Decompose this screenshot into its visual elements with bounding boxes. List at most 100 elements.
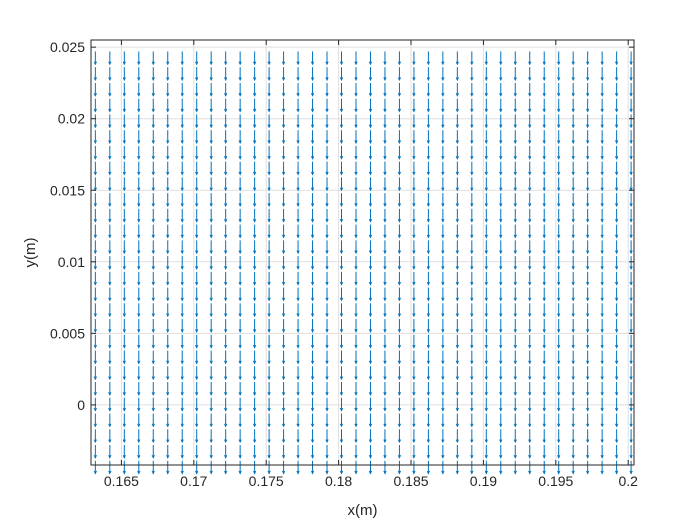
quiver-arrow	[296, 271, 300, 286]
quiver-arrow	[368, 256, 373, 271]
quiver-arrow	[629, 271, 633, 286]
quiver-arrow	[151, 98, 155, 113]
quiver-arrow	[238, 130, 242, 145]
quiver-arrow	[151, 256, 155, 271]
quiver-arrow	[238, 319, 242, 333]
quiver-arrow	[470, 82, 474, 97]
quiver-arrow	[412, 303, 416, 318]
quiver-arrow	[629, 397, 633, 412]
quiver-arrow	[137, 397, 141, 412]
quiver-arrow	[137, 98, 141, 113]
quiver-arrow	[426, 193, 430, 208]
quiver-arrow	[557, 382, 561, 396]
quiver-arrow	[600, 413, 604, 428]
quiver-arrow	[339, 193, 344, 208]
quiver-arrow	[484, 177, 488, 192]
quiver-arrow	[253, 114, 257, 129]
quiver-arrow	[412, 193, 416, 208]
quiver-arrow	[368, 429, 373, 444]
quiver-arrow	[615, 256, 619, 271]
quiver-arrow	[209, 82, 213, 97]
quiver-arrow	[108, 114, 112, 129]
quiver-arrow	[267, 177, 271, 192]
quiver-arrow	[195, 397, 199, 412]
quiver-arrow	[209, 208, 213, 223]
quiver-arrow	[455, 397, 459, 412]
quiver-arrow	[339, 303, 344, 318]
quiver-arrow	[310, 114, 315, 129]
quiver-arrow	[180, 67, 184, 82]
quiver-arrow	[325, 161, 329, 176]
quiver-arrow	[528, 208, 532, 223]
quiver-arrow	[397, 413, 402, 428]
quiver-arrow	[528, 271, 532, 286]
quiver-arrow	[513, 208, 517, 223]
quiver-arrow	[108, 51, 112, 66]
quiver-arrow	[455, 161, 459, 176]
quiver-arrow	[151, 444, 155, 459]
quiver-arrow	[137, 82, 141, 97]
quiver-arrow	[224, 397, 228, 412]
quiver-arrow	[528, 67, 532, 82]
quiver-arrow	[253, 350, 257, 365]
quiver-arrow	[137, 413, 141, 428]
quiver-arrow	[455, 413, 459, 428]
quiver-arrow	[93, 240, 97, 255]
quiver-arrow	[151, 303, 155, 318]
quiver-arrow	[484, 382, 488, 396]
quiver-arrow	[586, 287, 590, 302]
quiver-arrow	[441, 193, 445, 208]
quiver-arrow	[325, 334, 329, 349]
quiver-arrow	[629, 193, 633, 208]
quiver-arrow	[238, 366, 242, 381]
quiver-arrow	[310, 240, 315, 255]
quiver-arrow	[600, 334, 604, 349]
quiver-arrow	[310, 145, 315, 160]
quiver-arrow	[455, 303, 459, 318]
quiver-arrow	[209, 145, 213, 160]
quiver-arrow	[455, 366, 459, 381]
quiver-arrow	[441, 429, 445, 444]
quiver-arrow	[267, 114, 271, 129]
quiver-arrow	[151, 397, 155, 412]
quiver-arrow	[253, 319, 257, 333]
quiver-arrow	[484, 161, 488, 176]
quiver-arrow	[296, 334, 300, 349]
quiver-arrow	[368, 460, 373, 475]
quiver-arrow	[528, 350, 532, 365]
quiver-arrow	[354, 382, 358, 396]
quiver-arrow	[339, 460, 344, 475]
quiver-arrow	[528, 334, 532, 349]
quiver-arrow	[412, 161, 416, 176]
quiver-arrow	[195, 271, 199, 286]
quiver-arrow	[339, 397, 344, 412]
quiver-arrow	[542, 460, 546, 475]
quiver-arrow	[267, 67, 271, 82]
quiver-arrow	[542, 114, 546, 129]
quiver-arrow	[528, 256, 532, 271]
quiver-arrow	[339, 382, 344, 396]
quiver-arrow	[209, 413, 213, 428]
quiver-arrow	[166, 413, 170, 428]
quiver-arrow	[137, 193, 141, 208]
quiver-arrow	[108, 130, 112, 145]
quiver-arrow	[253, 161, 257, 176]
quiver-arrow	[354, 444, 358, 459]
quiver-arrow	[455, 208, 459, 223]
quiver-arrow	[195, 382, 199, 396]
quiver-arrow	[455, 82, 459, 97]
quiver-arrow	[412, 413, 416, 428]
quiver-arrow	[470, 444, 474, 459]
quiver-arrow	[528, 319, 532, 333]
quiver-arrow	[180, 208, 184, 223]
quiver-arrow	[354, 240, 358, 255]
quiver-arrow	[455, 145, 459, 160]
quiver-arrow	[557, 271, 561, 286]
quiver-arrow	[397, 303, 402, 318]
quiver-arrow	[296, 413, 300, 428]
quiver-arrow	[180, 303, 184, 318]
quiver-arrow	[281, 82, 286, 97]
quiver-arrow	[224, 334, 228, 349]
quiver-arrow	[542, 51, 546, 66]
quiver-arrow	[383, 350, 387, 365]
